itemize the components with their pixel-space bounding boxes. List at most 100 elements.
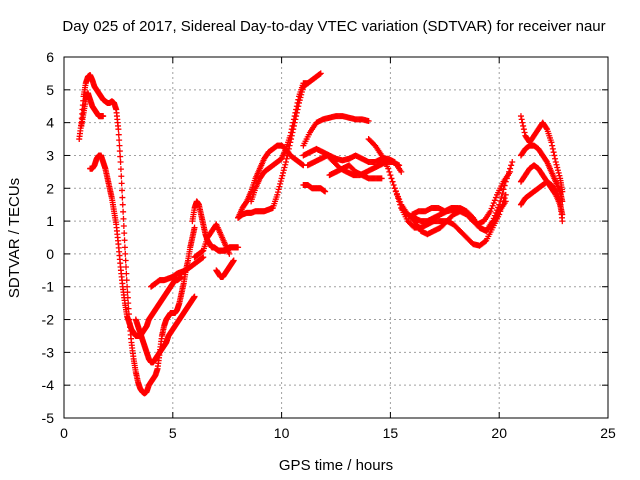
data-point xyxy=(118,173,125,180)
data-point xyxy=(550,149,557,156)
data-point xyxy=(552,159,559,166)
data-point xyxy=(555,169,562,176)
data-point xyxy=(116,148,123,155)
data-point xyxy=(278,175,285,182)
data-point xyxy=(554,164,561,171)
data-point xyxy=(508,162,515,169)
data-point xyxy=(554,167,561,174)
data-point xyxy=(120,215,127,222)
data-point xyxy=(123,264,130,271)
x-tick-label: 20 xyxy=(491,425,507,441)
data-point xyxy=(292,109,299,116)
data-point xyxy=(393,191,400,198)
data-point xyxy=(235,244,242,251)
data-point xyxy=(120,208,127,215)
data-series xyxy=(517,142,566,205)
data-point xyxy=(392,188,399,195)
data-point xyxy=(283,155,290,162)
x-tick-label: 25 xyxy=(600,425,616,441)
y-tick-label: -2 xyxy=(42,312,55,328)
data-point xyxy=(117,159,124,166)
data-point xyxy=(282,159,289,166)
data-point xyxy=(507,168,514,175)
data-point xyxy=(549,142,556,149)
data-point xyxy=(502,198,509,205)
data-point xyxy=(275,186,282,193)
x-tick-label: 10 xyxy=(274,425,290,441)
plot-frame xyxy=(63,56,609,419)
data-point xyxy=(279,172,286,179)
data-point xyxy=(290,116,297,123)
data-point xyxy=(559,218,566,225)
data-point xyxy=(288,126,295,133)
y-tick-label: -5 xyxy=(42,410,55,426)
data-point xyxy=(115,126,122,133)
data-series xyxy=(148,254,207,290)
y-tick-label: 2 xyxy=(46,180,54,196)
data-series xyxy=(300,113,372,149)
data-point xyxy=(520,126,527,133)
data-point xyxy=(121,230,128,237)
data-point xyxy=(277,180,284,187)
data-series xyxy=(87,152,185,339)
data-point xyxy=(492,194,499,201)
data-point xyxy=(518,116,525,123)
data-point xyxy=(226,250,233,257)
y-axis-label: SDTVAR / TECUs xyxy=(6,178,23,298)
data-point xyxy=(365,117,372,124)
data-series xyxy=(409,168,514,228)
data-points xyxy=(76,70,566,397)
data-point xyxy=(398,168,405,175)
data-point xyxy=(397,201,404,208)
data-point xyxy=(288,129,295,136)
data-point xyxy=(519,119,526,126)
x-tick-label: 15 xyxy=(383,425,399,441)
data-point xyxy=(191,224,198,231)
data-point xyxy=(520,122,527,129)
data-point xyxy=(386,168,393,175)
data-point xyxy=(396,162,403,169)
data-point xyxy=(118,180,125,187)
data-point xyxy=(502,191,509,198)
grid xyxy=(64,57,608,418)
y-tick-label: 6 xyxy=(46,49,54,65)
data-series xyxy=(326,162,385,182)
data-point xyxy=(551,152,558,159)
data-point xyxy=(282,161,289,168)
data-series xyxy=(132,293,198,366)
data-point xyxy=(387,172,394,179)
data-point xyxy=(100,113,107,120)
data-point xyxy=(123,270,130,277)
data-point xyxy=(490,200,497,207)
data-point xyxy=(509,159,516,166)
data-point xyxy=(395,195,402,202)
data-point xyxy=(122,257,129,264)
data-point xyxy=(294,99,301,106)
data-point xyxy=(117,166,124,173)
data-point xyxy=(121,237,128,244)
data-point xyxy=(289,122,296,129)
data-point xyxy=(487,208,494,215)
data-point xyxy=(543,125,550,132)
data-point xyxy=(115,131,122,138)
data-series xyxy=(235,142,307,221)
x-axis-label: GPS time / hours xyxy=(279,457,393,474)
axis-ticks: 0 5 10 15 20 25 -5 -4 -3 -2 -1 0 1 2 3 4 5 6 xyxy=(42,49,616,441)
data-point xyxy=(117,153,124,160)
data-point xyxy=(488,205,495,212)
data-point xyxy=(553,161,560,168)
data-point xyxy=(274,191,281,198)
x-tick-label: 5 xyxy=(169,425,177,441)
data-point xyxy=(389,178,396,185)
data-point xyxy=(378,175,385,182)
data-point xyxy=(116,142,123,149)
data-point xyxy=(281,164,288,171)
data-point xyxy=(498,194,505,201)
data-point xyxy=(230,257,237,264)
data-point xyxy=(122,250,129,257)
data-point xyxy=(390,181,397,188)
data-point xyxy=(552,155,559,162)
y-tick-label: 3 xyxy=(46,147,54,163)
data-point xyxy=(489,202,496,209)
